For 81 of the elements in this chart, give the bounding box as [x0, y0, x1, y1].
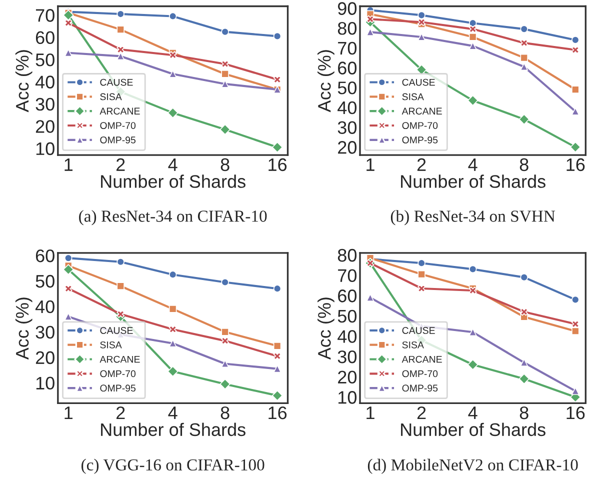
- text: (c) VGG-16 on CIFAR-100: [82, 458, 264, 474]
- y-tick-label: 50: [36, 53, 54, 66]
- legend-label: SISA: [100, 341, 122, 348]
- legend-label: SISA: [402, 341, 424, 348]
- x-tick-label: 1: [366, 406, 374, 420]
- y-tick-label: 50: [338, 310, 357, 323]
- legend-label: OMP-70: [100, 370, 136, 378]
- y-tick-label: 50: [338, 82, 357, 94]
- y-tick-label: 70: [36, 9, 54, 22]
- text: (a) ResNet-34 on CIFAR-10: [79, 210, 267, 226]
- y-tick-label: 20: [36, 351, 54, 364]
- legend-label: ARCANE: [402, 356, 442, 363]
- legend-label: OMP-70: [100, 122, 136, 129]
- x-tick-label: 2: [417, 158, 426, 171]
- x-tick-label: 1: [64, 406, 72, 420]
- y-tick-label: 60: [36, 249, 54, 262]
- legend-label: OMP-95: [100, 136, 136, 144]
- text: (b) ResNet-34 on SVHN: [390, 210, 556, 226]
- legend-label: SISA: [100, 93, 122, 100]
- legend-label: CAUSE: [100, 78, 133, 86]
- x-tick-label: 16: [268, 158, 287, 172]
- x-tick-label: 8: [220, 406, 230, 420]
- x-axis-title: Number of Shards: [101, 174, 246, 188]
- legend-label: CAUSE: [402, 78, 435, 86]
- legend-label: OMP-95: [402, 384, 438, 392]
- x-tick-label: 2: [116, 406, 125, 420]
- legend-label: ARCANE: [100, 108, 140, 115]
- y-tick-label: 90: [338, 2, 357, 15]
- y-tick-label: 20: [338, 370, 357, 384]
- x-tick-label: 16: [268, 406, 287, 420]
- x-tick-label: 16: [566, 406, 585, 420]
- y-tick-label: 40: [338, 101, 357, 114]
- y-axis-title: Acc (%): [318, 50, 334, 112]
- y-tick-label: 70: [338, 42, 357, 55]
- x-tick-label: 4: [168, 158, 178, 171]
- y-axis-title: Acc (%): [15, 50, 32, 112]
- y-tick-label: 10: [338, 391, 357, 404]
- y-tick-label: 20: [36, 120, 54, 133]
- x-tick-label: 2: [116, 158, 125, 171]
- y-tick-label: 10: [36, 142, 54, 156]
- text: (d) MobileNetV2 on CIFAR-10: [368, 458, 578, 474]
- legend-label: SISA: [402, 93, 424, 100]
- x-axis-title: Number of Shards: [101, 422, 246, 436]
- legend-label: CAUSE: [402, 327, 435, 334]
- y-tick-label: 80: [338, 248, 357, 262]
- legend-label: ARCANE: [402, 108, 442, 115]
- y-tick-label: 40: [338, 330, 357, 343]
- x-tick-label: 8: [220, 158, 230, 172]
- x-tick-label: 2: [417, 406, 426, 420]
- y-tick-label: 60: [338, 290, 357, 302]
- x-tick-label: 8: [520, 406, 528, 420]
- y-tick-label: 40: [35, 76, 54, 88]
- y-tick-label: 60: [36, 31, 54, 44]
- y-tick-label: 30: [36, 98, 54, 111]
- y-tick-label: 80: [338, 22, 357, 35]
- x-tick-label: 1: [366, 158, 374, 171]
- x-tick-label: 1: [64, 158, 72, 171]
- x-tick-label: 4: [468, 406, 478, 420]
- legend-label: OMP-95: [100, 384, 136, 392]
- legend-label: CAUSE: [100, 327, 133, 334]
- legend-label: OMP-95: [402, 136, 438, 144]
- y-tick-label: 70: [338, 269, 357, 282]
- x-tick-label: 16: [566, 158, 585, 172]
- y-tick-label: 50: [36, 274, 54, 288]
- legend-label: OMP-70: [402, 122, 438, 129]
- y-tick-label: 20: [338, 141, 357, 154]
- x-tick-label: 4: [468, 158, 478, 171]
- y-tick-label: 40: [35, 300, 54, 314]
- y-tick-label: 30: [338, 121, 357, 134]
- x-axis-title: Number of Shards: [401, 174, 546, 188]
- x-tick-label: 4: [168, 406, 178, 420]
- y-axis-title: Acc (%): [15, 298, 32, 360]
- x-axis-title: Number of Shards: [401, 422, 546, 436]
- y-axis-title: Acc (%): [318, 298, 334, 360]
- y-tick-label: 30: [36, 326, 54, 339]
- y-tick-label: 30: [338, 350, 357, 364]
- legend-label: OMP-70: [402, 370, 438, 378]
- legend-label: ARCANE: [100, 356, 140, 363]
- y-tick-label: 60: [338, 62, 357, 74]
- y-tick-label: 10: [36, 376, 54, 390]
- x-tick-label: 8: [520, 158, 528, 172]
